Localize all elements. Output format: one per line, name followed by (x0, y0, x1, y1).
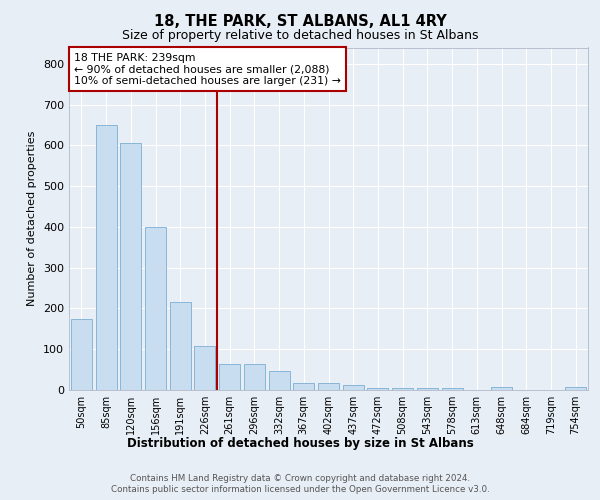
Bar (565, 387, 586, 390)
Bar (95, 125, 116, 390)
Bar (244, 364, 265, 390)
Bar (145, 227, 166, 390)
Bar (293, 383, 314, 390)
Text: 18 THE PARK: 239sqm
← 90% of detached houses are smaller (2,088)
10% of semi-det: 18 THE PARK: 239sqm ← 90% of detached ho… (74, 52, 341, 86)
Text: Distribution of detached houses by size in St Albans: Distribution of detached houses by size … (127, 438, 473, 450)
Text: 18, THE PARK, ST ALBANS, AL1 4RY: 18, THE PARK, ST ALBANS, AL1 4RY (154, 14, 446, 29)
Bar (219, 364, 240, 390)
Bar (71, 318, 92, 390)
Text: Contains HM Land Registry data © Crown copyright and database right 2024.: Contains HM Land Registry data © Crown c… (130, 474, 470, 483)
Bar (120, 142, 141, 390)
Bar (367, 388, 388, 390)
Bar (491, 386, 512, 390)
Text: Contains public sector information licensed under the Open Government Licence v3: Contains public sector information licen… (110, 485, 490, 494)
Text: Size of property relative to detached houses in St Albans: Size of property relative to detached ho… (122, 29, 478, 42)
Bar (417, 388, 438, 390)
Bar (392, 388, 413, 390)
Bar (194, 346, 215, 390)
Bar (269, 371, 290, 390)
Bar (343, 385, 364, 390)
Y-axis label: Number of detached properties: Number of detached properties (28, 131, 37, 306)
Bar (442, 388, 463, 390)
Bar (170, 302, 191, 390)
Bar (318, 383, 339, 390)
